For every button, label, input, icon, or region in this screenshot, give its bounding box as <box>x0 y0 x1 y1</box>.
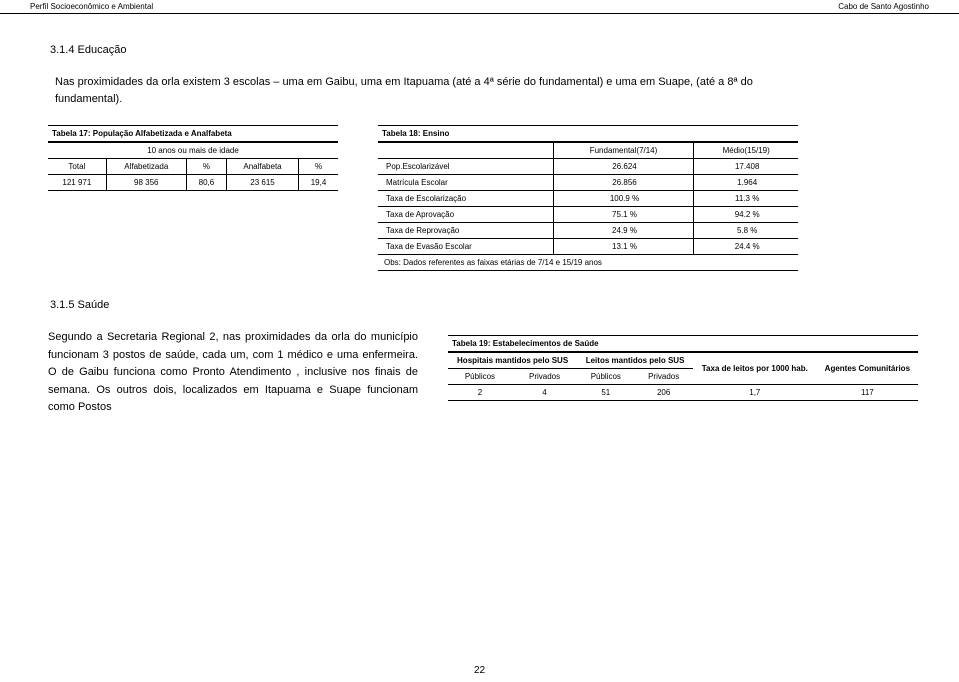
table18-v2: 5.8 % <box>694 223 798 239</box>
table18-label: Pop.Escolarizável <box>378 159 553 175</box>
table18-row: Matrícula Escolar 26.856 1.964 <box>378 175 798 191</box>
table18-label: Taxa de Aprovação <box>378 207 553 223</box>
table18-container: Tabela 18: Ensino Fundamental(7/14) Médi… <box>378 125 798 271</box>
table17-col4: % <box>299 159 338 175</box>
table18-label: Taxa de Reprovação <box>378 223 553 239</box>
education-paragraph: Nas proximidades da orla existem 3 escol… <box>55 74 755 107</box>
education-heading: 3.1.4 Educação <box>50 44 929 56</box>
table17-cell: 121 971 <box>48 175 106 191</box>
table17-cell: 80,6 <box>186 175 226 191</box>
table19-title: Tabela 19: Estabelecimentos de Saúde <box>448 335 918 352</box>
table18-col1: Fundamental(7/14) <box>553 143 694 159</box>
table17-cell: 23 615 <box>227 175 299 191</box>
page-header: Perfil Socioeconômico e Ambiental Cabo d… <box>0 0 959 14</box>
saude-paragraph: Segundo a Secretaria Regional 2, nas pro… <box>48 329 418 417</box>
table18-v1: 26.856 <box>553 175 694 191</box>
table18-label: Taxa de Evasão Escolar <box>378 239 553 255</box>
table17-col0: Total <box>48 159 106 175</box>
table17-title: Tabela 17: População Alfabetizada e Anal… <box>48 125 338 142</box>
table18-obs: Obs: Dados referentes as faixas etárias … <box>378 255 798 271</box>
table18-title: Tabela 18: Ensino <box>378 125 798 142</box>
table17-col1: Alfabetizada <box>106 159 186 175</box>
table19-priv2: Privados <box>634 369 693 385</box>
table19-cell: 2 <box>448 385 512 401</box>
table18-v1: 13.1 % <box>553 239 694 255</box>
table19-h4: Agentes Comunitários <box>817 353 918 385</box>
tables-row: Tabela 17: População Alfabetizada e Anal… <box>48 125 929 271</box>
page-content: 3.1.4 Educação Nas proximidades da orla … <box>0 14 959 427</box>
table18-label: Taxa de Escolarização <box>378 191 553 207</box>
table19-cell: 4 <box>512 385 577 401</box>
table18-blank <box>378 143 553 159</box>
table19-pub: Públicos <box>448 369 512 385</box>
table19-cell: 51 <box>577 385 634 401</box>
table17-subhead: 10 anos ou mais de idade <box>48 143 338 159</box>
table19-h1: Hospitais mantidos pelo SUS <box>448 353 577 369</box>
table19-container: Tabela 19: Estabelecimentos de Saúde Hos… <box>448 335 918 401</box>
table19-cell: 1,7 <box>693 385 817 401</box>
table18-row: Taxa de Evasão Escolar 13.1 % 24.4 % <box>378 239 798 255</box>
table17-container: Tabela 17: População Alfabetizada e Anal… <box>48 125 338 191</box>
table18-row: Taxa de Escolarização 100.9 % 11.3 % <box>378 191 798 207</box>
table18-row: Taxa de Reprovação 24.9 % 5.8 % <box>378 223 798 239</box>
table19-priv: Privados <box>512 369 577 385</box>
table19-cell: 206 <box>634 385 693 401</box>
table18-col2: Médio(15/19) <box>694 143 798 159</box>
saude-row: Segundo a Secretaria Regional 2, nas pro… <box>48 329 929 417</box>
table18: Fundamental(7/14) Médio(15/19) Pop.Escol… <box>378 142 798 255</box>
table18-v2: 24.4 % <box>694 239 798 255</box>
table18-v1: 75.1 % <box>553 207 694 223</box>
table19-h2: Leitos mantidos pelo SUS <box>577 353 693 369</box>
page-number: 22 <box>0 665 959 676</box>
table17: 10 anos ou mais de idade Total Alfabetiz… <box>48 142 338 191</box>
table19-cell: 117 <box>817 385 918 401</box>
table18-v1: 100.9 % <box>553 191 694 207</box>
table17-col3: Analfabeta <box>227 159 299 175</box>
table18-v2: 11.3 % <box>694 191 798 207</box>
header-right: Cabo de Santo Agostinho <box>838 2 929 11</box>
table17-cell: 19,4 <box>299 175 338 191</box>
table18-row: Pop.Escolarizável 26.624 17.408 <box>378 159 798 175</box>
header-left: Perfil Socioeconômico e Ambiental <box>30 2 153 11</box>
table17-col2: % <box>186 159 226 175</box>
table18-label: Matrícula Escolar <box>378 175 553 191</box>
table18-row: Taxa de Aprovação 75.1 % 94.2 % <box>378 207 798 223</box>
table18-v1: 24.9 % <box>553 223 694 239</box>
table19-row: 2 4 51 206 1,7 117 <box>448 385 918 401</box>
table17-row: 121 971 98 356 80,6 23 615 19,4 <box>48 175 338 191</box>
table19-pub2: Públicos <box>577 369 634 385</box>
table18-v2: 17.408 <box>694 159 798 175</box>
saude-heading: 3.1.5 Saúde <box>50 299 929 311</box>
table18-v2: 94.2 % <box>694 207 798 223</box>
table19: Hospitais mantidos pelo SUS Leitos manti… <box>448 352 918 401</box>
table18-v2: 1.964 <box>694 175 798 191</box>
table18-v1: 26.624 <box>553 159 694 175</box>
table19-h3: Taxa de leitos por 1000 hab. <box>693 353 817 385</box>
table17-cell: 98 356 <box>106 175 186 191</box>
